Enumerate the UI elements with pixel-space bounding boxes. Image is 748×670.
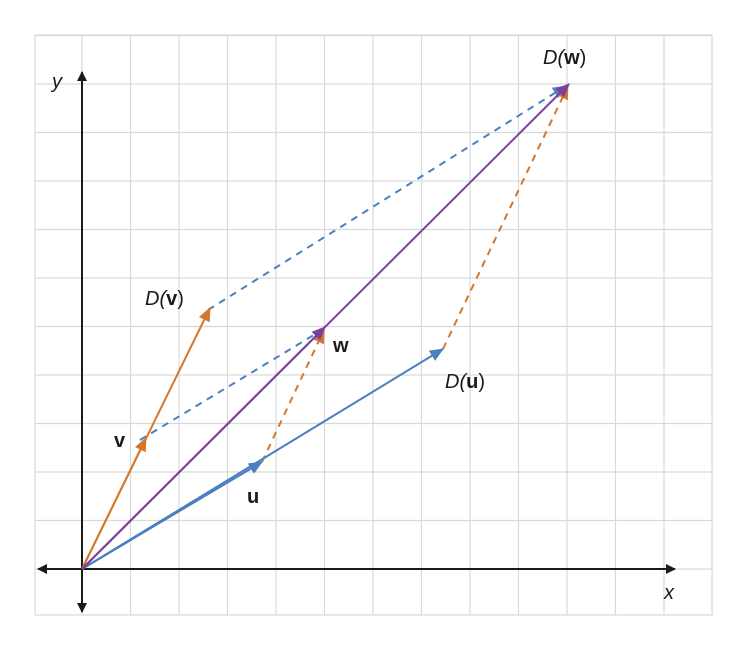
dashed-v-to-w <box>139 329 323 441</box>
label-Dv-close: ) <box>177 288 184 310</box>
label-Dv: D(v) <box>145 288 184 310</box>
label-Dw: D(w) <box>543 47 586 69</box>
grid-border <box>34 34 713 616</box>
label-u: u <box>247 486 259 508</box>
vector-u <box>81 461 263 570</box>
grid <box>34 34 713 616</box>
vector-v <box>81 437 147 570</box>
label-Dv-var: v <box>166 288 178 310</box>
label-Du-var: u <box>466 371 478 393</box>
dashed-Du-to-Dw <box>442 85 569 350</box>
label-Dw-close: ) <box>580 47 587 69</box>
label-Du-close: ) <box>478 371 485 393</box>
x-axis-label: x <box>663 582 675 604</box>
dashed-u-to-w <box>261 329 325 463</box>
label-Dv-prefix: D( <box>145 288 168 310</box>
label-Du-prefix: D( <box>445 371 468 393</box>
vector-w <box>81 326 326 570</box>
label-w: w <box>332 335 349 357</box>
label-Dw-prefix: D( <box>543 47 566 69</box>
label-Du: D(u) <box>445 371 485 393</box>
dashed-Dv-to-Dw <box>207 85 567 311</box>
y-axis-label: y <box>50 71 63 93</box>
label-Dw-var: w <box>563 47 580 69</box>
label-v: v <box>114 430 126 452</box>
